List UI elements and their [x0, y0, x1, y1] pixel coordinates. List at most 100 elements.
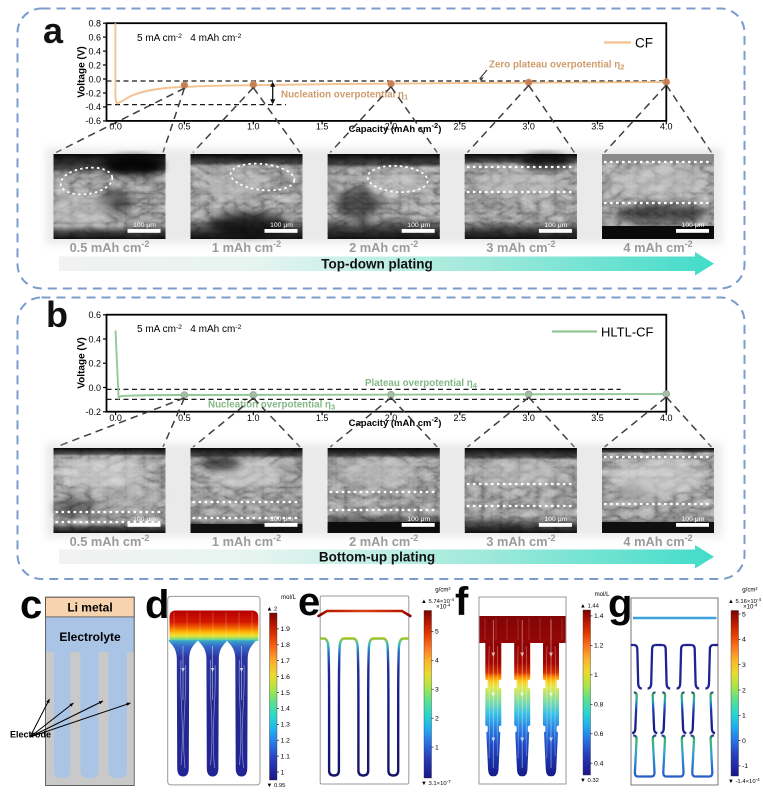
svg-text:4 mAh cm-2: 4 mAh cm-2 [623, 533, 692, 549]
svg-text:0: 0 [742, 738, 746, 745]
svg-text:3.5: 3.5 [591, 413, 604, 423]
svg-text:▼ 0.32: ▼ 0.32 [580, 778, 599, 784]
svg-text:1.5: 1.5 [281, 690, 291, 697]
svg-text:-0.2: -0.2 [85, 88, 101, 98]
svg-text:Capacity (mAh cm-2): Capacity (mAh cm-2) [349, 121, 442, 136]
svg-text:Voltage (V): Voltage (V) [77, 46, 88, 97]
svg-text:×10-4: ×10-4 [436, 602, 451, 611]
svg-text:Li metal: Li metal [67, 601, 112, 615]
svg-text:2.5: 2.5 [454, 413, 467, 423]
svg-text:mol/L: mol/L [595, 591, 611, 598]
svg-text:2: 2 [435, 716, 439, 723]
svg-text:▲ 1.44: ▲ 1.44 [580, 604, 600, 610]
svg-text:3: 3 [742, 662, 746, 669]
svg-text:0.4: 0.4 [88, 46, 101, 56]
svg-text:g/cm²: g/cm² [742, 587, 757, 594]
svg-text:3.0: 3.0 [522, 413, 535, 423]
svg-text:3: 3 [435, 687, 439, 694]
svg-text:1.0: 1.0 [247, 121, 260, 131]
svg-text:0.6: 0.6 [594, 731, 604, 738]
svg-text:Nucleation overpotential η3: Nucleation overpotential η3 [208, 400, 335, 412]
svg-text:▲ 5.16×10-4: ▲ 5.16×10-4 [728, 597, 761, 606]
svg-text:4: 4 [435, 658, 439, 665]
svg-text:mol/L: mol/L [281, 594, 297, 601]
svg-text:2.0: 2.0 [385, 121, 398, 131]
svg-text:1 mAh cm-2: 1 mAh cm-2 [212, 533, 281, 549]
svg-text:1: 1 [281, 769, 285, 776]
svg-text:1.9: 1.9 [281, 626, 291, 633]
svg-text:100 μm: 100 μm [270, 222, 293, 229]
svg-text:1: 1 [594, 672, 598, 679]
svg-text:1.6: 1.6 [281, 674, 291, 681]
svg-text:Voltage (V): Voltage (V) [77, 337, 88, 388]
svg-text:▼ 3.1×10-7: ▼ 3.1×10-7 [421, 779, 451, 788]
svg-text:0.0: 0.0 [88, 74, 101, 84]
svg-text:▲ 5.74×10-4: ▲ 5.74×10-4 [421, 597, 454, 606]
svg-text:0.8: 0.8 [88, 19, 101, 29]
svg-text:b: b [46, 294, 68, 335]
svg-text:100 μm: 100 μm [407, 516, 430, 523]
svg-text:Top-down plating: Top-down plating [321, 256, 432, 271]
svg-text:2: 2 [742, 687, 746, 694]
svg-text:c: c [20, 583, 42, 627]
svg-text:-0.2: -0.2 [85, 407, 101, 417]
svg-text:2.5: 2.5 [454, 121, 467, 131]
svg-text:5 mA cm-2 4 mAh cm-2: 5 mA cm-2 4 mAh cm-2 [137, 33, 242, 45]
svg-text:3 mAh cm-2: 3 mAh cm-2 [486, 239, 555, 255]
svg-text:0.2: 0.2 [88, 60, 101, 70]
svg-text:1 mAh cm-2: 1 mAh cm-2 [212, 239, 281, 255]
svg-text:100 μm: 100 μm [544, 516, 567, 523]
svg-text:0.2: 0.2 [88, 359, 101, 369]
svg-text:CF: CF [635, 36, 653, 51]
svg-text:Capacity (mAh cm-2): Capacity (mAh cm-2) [349, 415, 442, 430]
svg-text:e: e [298, 580, 320, 624]
svg-text:2 mAh cm-2: 2 mAh cm-2 [349, 533, 418, 549]
svg-text:HLTL-CF: HLTL-CF [601, 325, 654, 340]
svg-text:f: f [455, 580, 469, 624]
svg-text:3.5: 3.5 [591, 121, 604, 131]
svg-text:-1: -1 [742, 763, 748, 770]
svg-text:5: 5 [435, 629, 439, 636]
svg-text:g/cm²: g/cm² [435, 587, 450, 594]
svg-text:0.5 mAh cm-2: 0.5 mAh cm-2 [70, 533, 150, 549]
svg-text:-0.4: -0.4 [85, 102, 101, 112]
svg-text:1: 1 [435, 744, 439, 751]
svg-text:5 mA cm-2 4 mAh cm-2: 5 mA cm-2 4 mAh cm-2 [137, 324, 242, 336]
svg-text:0.0: 0.0 [88, 383, 101, 393]
svg-text:5: 5 [742, 611, 746, 618]
svg-text:2 mAh cm-2: 2 mAh cm-2 [349, 239, 418, 255]
svg-text:100 μm: 100 μm [133, 516, 156, 523]
svg-text:1.1: 1.1 [281, 753, 291, 760]
svg-text:0.0: 0.0 [109, 121, 122, 131]
svg-text:1.8: 1.8 [281, 642, 291, 649]
svg-text:1.7: 1.7 [281, 658, 291, 665]
svg-text:1.5: 1.5 [316, 413, 329, 423]
svg-text:-0.6: -0.6 [85, 116, 101, 126]
svg-text:g: g [608, 582, 632, 626]
svg-text:0.6: 0.6 [88, 32, 101, 42]
svg-text:100 μm: 100 μm [682, 222, 705, 229]
svg-text:100 μm: 100 μm [407, 222, 430, 229]
svg-text:0.5 mAh cm-2: 0.5 mAh cm-2 [70, 239, 150, 255]
svg-text:▼ 0.95: ▼ 0.95 [267, 783, 287, 789]
svg-text:1.3: 1.3 [281, 722, 291, 729]
svg-text:1.2: 1.2 [281, 738, 291, 745]
svg-text:0.4: 0.4 [88, 334, 101, 344]
svg-text:▼ -1.4×10-4: ▼ -1.4×10-4 [728, 777, 760, 786]
svg-text:1.2: 1.2 [594, 643, 604, 650]
svg-text:100 μm: 100 μm [682, 516, 705, 523]
svg-text:4.0: 4.0 [660, 121, 673, 131]
svg-text:Bottom-up plating: Bottom-up plating [319, 549, 435, 564]
svg-text:1.4: 1.4 [594, 613, 604, 620]
svg-text:100 μm: 100 μm [544, 222, 567, 229]
svg-text:1.0: 1.0 [247, 413, 260, 423]
svg-text:Electrolyte: Electrolyte [59, 630, 121, 644]
svg-text:0.5: 0.5 [178, 413, 191, 423]
svg-text:▲ 2: ▲ 2 [267, 607, 278, 613]
svg-text:Zero plateau overpotential η2: Zero plateau overpotential η2 [489, 60, 624, 72]
svg-text:0.5: 0.5 [178, 121, 191, 131]
svg-text:2.0: 2.0 [385, 413, 398, 423]
svg-text:0.6: 0.6 [88, 310, 101, 320]
svg-text:Plateau overpotential η4: Plateau overpotential η4 [365, 378, 478, 390]
svg-text:1.4: 1.4 [281, 706, 291, 713]
